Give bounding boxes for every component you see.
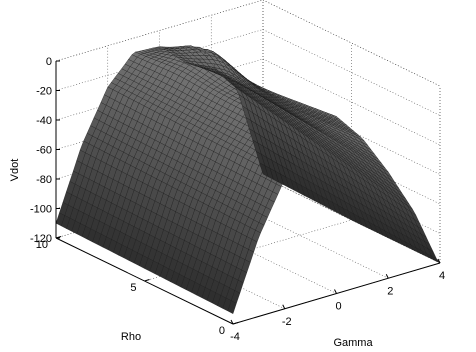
y-tick-label: 0: [219, 325, 225, 337]
x-axis-title: Gamma: [333, 337, 373, 349]
z-axis-title: Vdot: [9, 159, 21, 182]
z-tick-label: -60: [36, 145, 52, 157]
x-tick: [283, 305, 285, 309]
y-tick-label: 5: [130, 282, 136, 294]
x-tick-label: 2: [387, 285, 393, 297]
z-tick-label: 0: [46, 56, 52, 68]
x-tick-label: -4: [230, 331, 240, 343]
x-tick-label: -2: [282, 316, 292, 328]
y-tick: [145, 280, 150, 282]
x-tick-label: 4: [439, 270, 445, 282]
x-tick-label: 0: [335, 301, 341, 313]
x-tick: [335, 290, 337, 294]
z-tick-label: -40: [36, 115, 52, 127]
x-tick: [386, 274, 388, 278]
z-tick-label: -100: [30, 204, 52, 216]
y-axis-title: Rho: [121, 331, 141, 343]
z-tick-label: -80: [36, 174, 52, 186]
surface-mesh: [56, 46, 440, 314]
y-tick-label: 10: [36, 239, 48, 251]
z-tick-label: -20: [36, 86, 52, 98]
